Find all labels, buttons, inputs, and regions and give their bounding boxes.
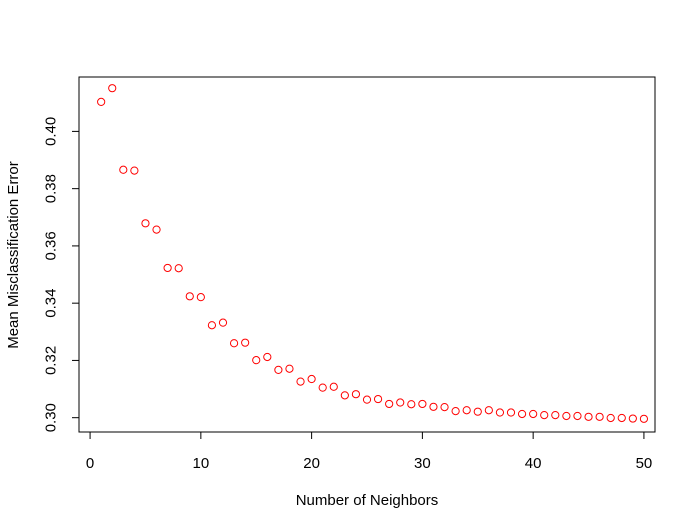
data-point	[606, 413, 615, 423]
data-point	[562, 411, 571, 421]
data-points	[97, 84, 649, 423]
x-tick-label: 30	[414, 455, 431, 472]
data-point	[529, 409, 538, 419]
data-point	[573, 411, 582, 421]
data-point	[418, 399, 427, 409]
data-point	[340, 391, 349, 400]
data-point	[207, 321, 217, 330]
data-point	[97, 97, 106, 107]
y-axis: 0.30 0.32 0.34 0.36 0.38 0.40	[43, 117, 80, 432]
data-point	[373, 394, 383, 404]
data-point	[229, 339, 239, 348]
data-point	[517, 409, 527, 419]
data-point	[163, 263, 172, 273]
data-point	[362, 395, 372, 404]
data-point	[407, 400, 416, 409]
x-tick-label: 20	[303, 455, 320, 472]
x-tick-label: 50	[636, 455, 653, 472]
x-axis-title: Number of Neighbors	[296, 492, 439, 509]
y-tick-label: 0.38	[43, 174, 60, 203]
data-point	[185, 292, 194, 301]
y-tick-label: 0.36	[43, 231, 60, 260]
x-tick-label: 40	[525, 455, 542, 472]
y-tick-label: 0.32	[43, 346, 60, 375]
data-point	[551, 411, 560, 420]
data-point	[506, 408, 516, 417]
y-tick-label: 0.40	[43, 117, 60, 146]
x-axis: 0 10 20 30 40 50	[86, 431, 653, 472]
data-point	[484, 406, 493, 415]
y-tick-label: 0.34	[43, 289, 60, 318]
x-tick-label: 10	[193, 455, 210, 472]
data-point	[174, 264, 183, 273]
data-point	[617, 413, 626, 423]
data-point	[351, 390, 361, 399]
data-point	[274, 365, 283, 374]
data-point	[252, 356, 261, 365]
data-point	[296, 377, 305, 386]
data-point	[639, 414, 649, 423]
data-point	[108, 84, 117, 93]
data-point	[141, 219, 150, 228]
data-point	[285, 364, 294, 373]
data-point	[196, 293, 205, 302]
data-point	[440, 402, 449, 412]
data-point	[495, 408, 505, 417]
data-point	[241, 338, 250, 347]
y-axis-title: Mean Misclassification Error	[5, 161, 22, 349]
data-point	[584, 412, 593, 421]
data-point	[451, 407, 460, 416]
data-point	[462, 406, 471, 415]
data-point	[329, 382, 338, 391]
data-point	[218, 318, 228, 327]
data-point	[318, 383, 327, 392]
data-point	[396, 398, 405, 407]
data-point	[429, 402, 438, 411]
data-point	[152, 225, 161, 234]
data-point	[263, 352, 272, 362]
data-point	[540, 411, 549, 420]
data-point	[385, 399, 394, 409]
x-tick-label: 0	[86, 455, 94, 472]
data-point	[628, 414, 637, 423]
y-tick-label: 0.30	[43, 403, 60, 432]
data-point	[307, 374, 316, 384]
data-point	[130, 166, 139, 175]
data-point	[119, 165, 128, 174]
data-point	[595, 412, 604, 421]
plot-frame	[78, 76, 656, 433]
data-point	[473, 407, 482, 416]
